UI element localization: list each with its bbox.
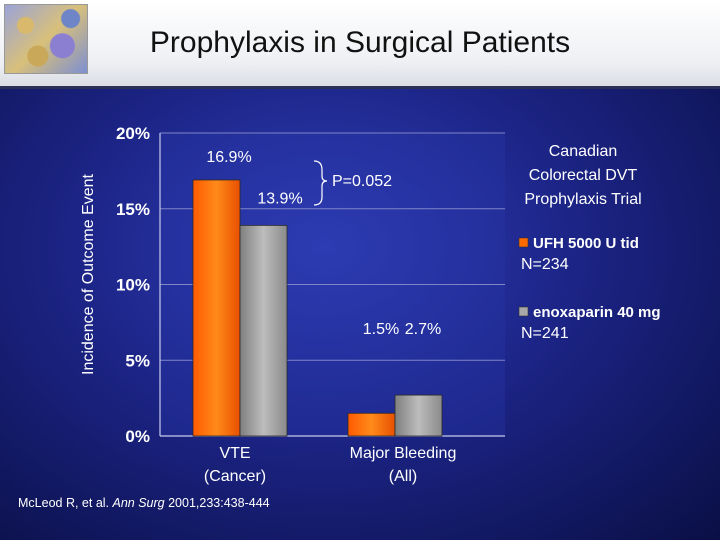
legend-n-enoxaparin: N=241 bbox=[521, 325, 569, 342]
chart-area bbox=[0, 89, 720, 540]
header-divider bbox=[0, 86, 720, 89]
y-tick-label: 0% bbox=[125, 427, 150, 446]
data-label-enoxaparin-vte: 13.9% bbox=[257, 190, 302, 207]
x-category-label: VTE bbox=[219, 445, 250, 462]
bar-enoxaparin-0 bbox=[239, 225, 288, 437]
y-tick-label: 15% bbox=[116, 200, 150, 219]
bar-enoxaparin-1 bbox=[394, 394, 443, 437]
x-category-label: Major Bleeding bbox=[350, 445, 457, 462]
citation-authors: McLeod R, et al. bbox=[18, 496, 110, 510]
y-tick-label: 20% bbox=[116, 124, 150, 143]
chart-title-line: Colorectal DVT bbox=[529, 167, 638, 184]
citation-journal: Ann Surg bbox=[112, 496, 165, 510]
slide-title: Prophylaxis in Surgical Patients bbox=[149, 26, 571, 59]
x-category-label: (Cancer) bbox=[204, 468, 266, 485]
p-value-brace bbox=[313, 160, 328, 206]
x-category-label: (All) bbox=[389, 468, 417, 485]
bar-ufh-1 bbox=[347, 412, 396, 437]
bar-ufh-0 bbox=[192, 179, 241, 437]
y-tick-label: 5% bbox=[125, 351, 150, 370]
legend-swatch-enoxaparin bbox=[518, 306, 529, 317]
legend-label-enoxaparin: enoxaparin 40 mg bbox=[533, 304, 661, 321]
data-label-ufh-vte: 16.9% bbox=[206, 149, 251, 166]
data-label-ufh-bleeding: 1.5% bbox=[363, 321, 399, 338]
chart-title-line: Prophylaxis Trial bbox=[524, 191, 641, 208]
citation-details: 2001,233:438-444 bbox=[168, 496, 270, 510]
legend-label-ufh: UFH 5000 U tid bbox=[533, 235, 639, 252]
y-tick-label: 10% bbox=[116, 276, 150, 295]
chart-title-line: Canadian bbox=[549, 143, 618, 160]
p-value-annotation: P=0.052 bbox=[332, 173, 392, 190]
citation: McLeod R, et al. Ann Surg 2001,233:438-4… bbox=[18, 496, 270, 510]
y-axis-title: Incidence of Outcome Event bbox=[80, 173, 97, 375]
header-banner bbox=[0, 0, 720, 88]
logo-image bbox=[4, 4, 88, 74]
legend-swatch-ufh bbox=[518, 237, 529, 248]
legend-n-ufh: N=234 bbox=[521, 256, 569, 273]
data-label-enoxaparin-bleeding: 2.7% bbox=[405, 321, 441, 338]
